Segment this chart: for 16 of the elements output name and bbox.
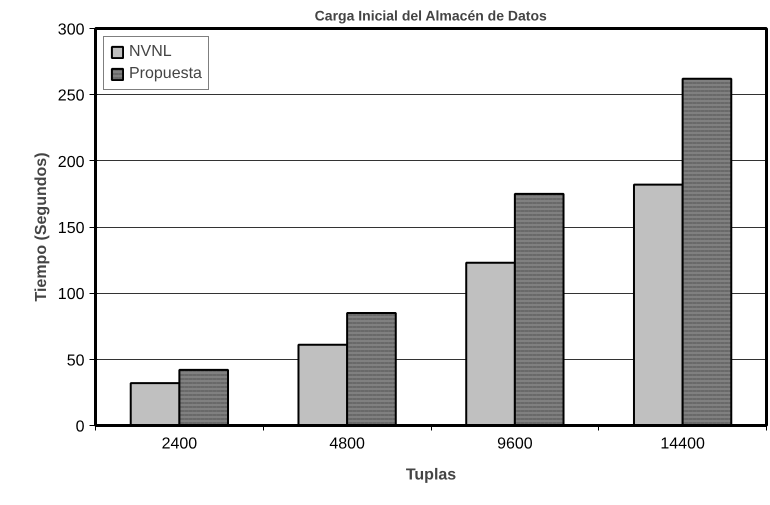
legend-label: NVNL [129,43,172,61]
x-tick-label: 2400 [162,436,198,452]
y-tick-label: 250 [58,88,85,105]
y-tick-label: 150 [58,220,85,237]
y-tick-label: 300 [58,22,85,38]
y-tick-label: 200 [58,154,85,171]
y-axis-title: Tiempo (Segundos) [32,152,50,302]
chart-title: Carga Inicial del Almacén de Datos [314,8,548,24]
legend-label: Propuesta [129,65,202,83]
y-tick-label: 100 [58,286,85,304]
x-tick-label: 14400 [660,436,705,452]
y-tick-label: 0 [76,418,85,436]
x-axis-title: Tuplas [406,466,456,484]
x-tick-label: 9600 [497,436,533,452]
x-tick-label: 4800 [329,436,366,452]
y-tick-label: 50 [66,352,85,370]
